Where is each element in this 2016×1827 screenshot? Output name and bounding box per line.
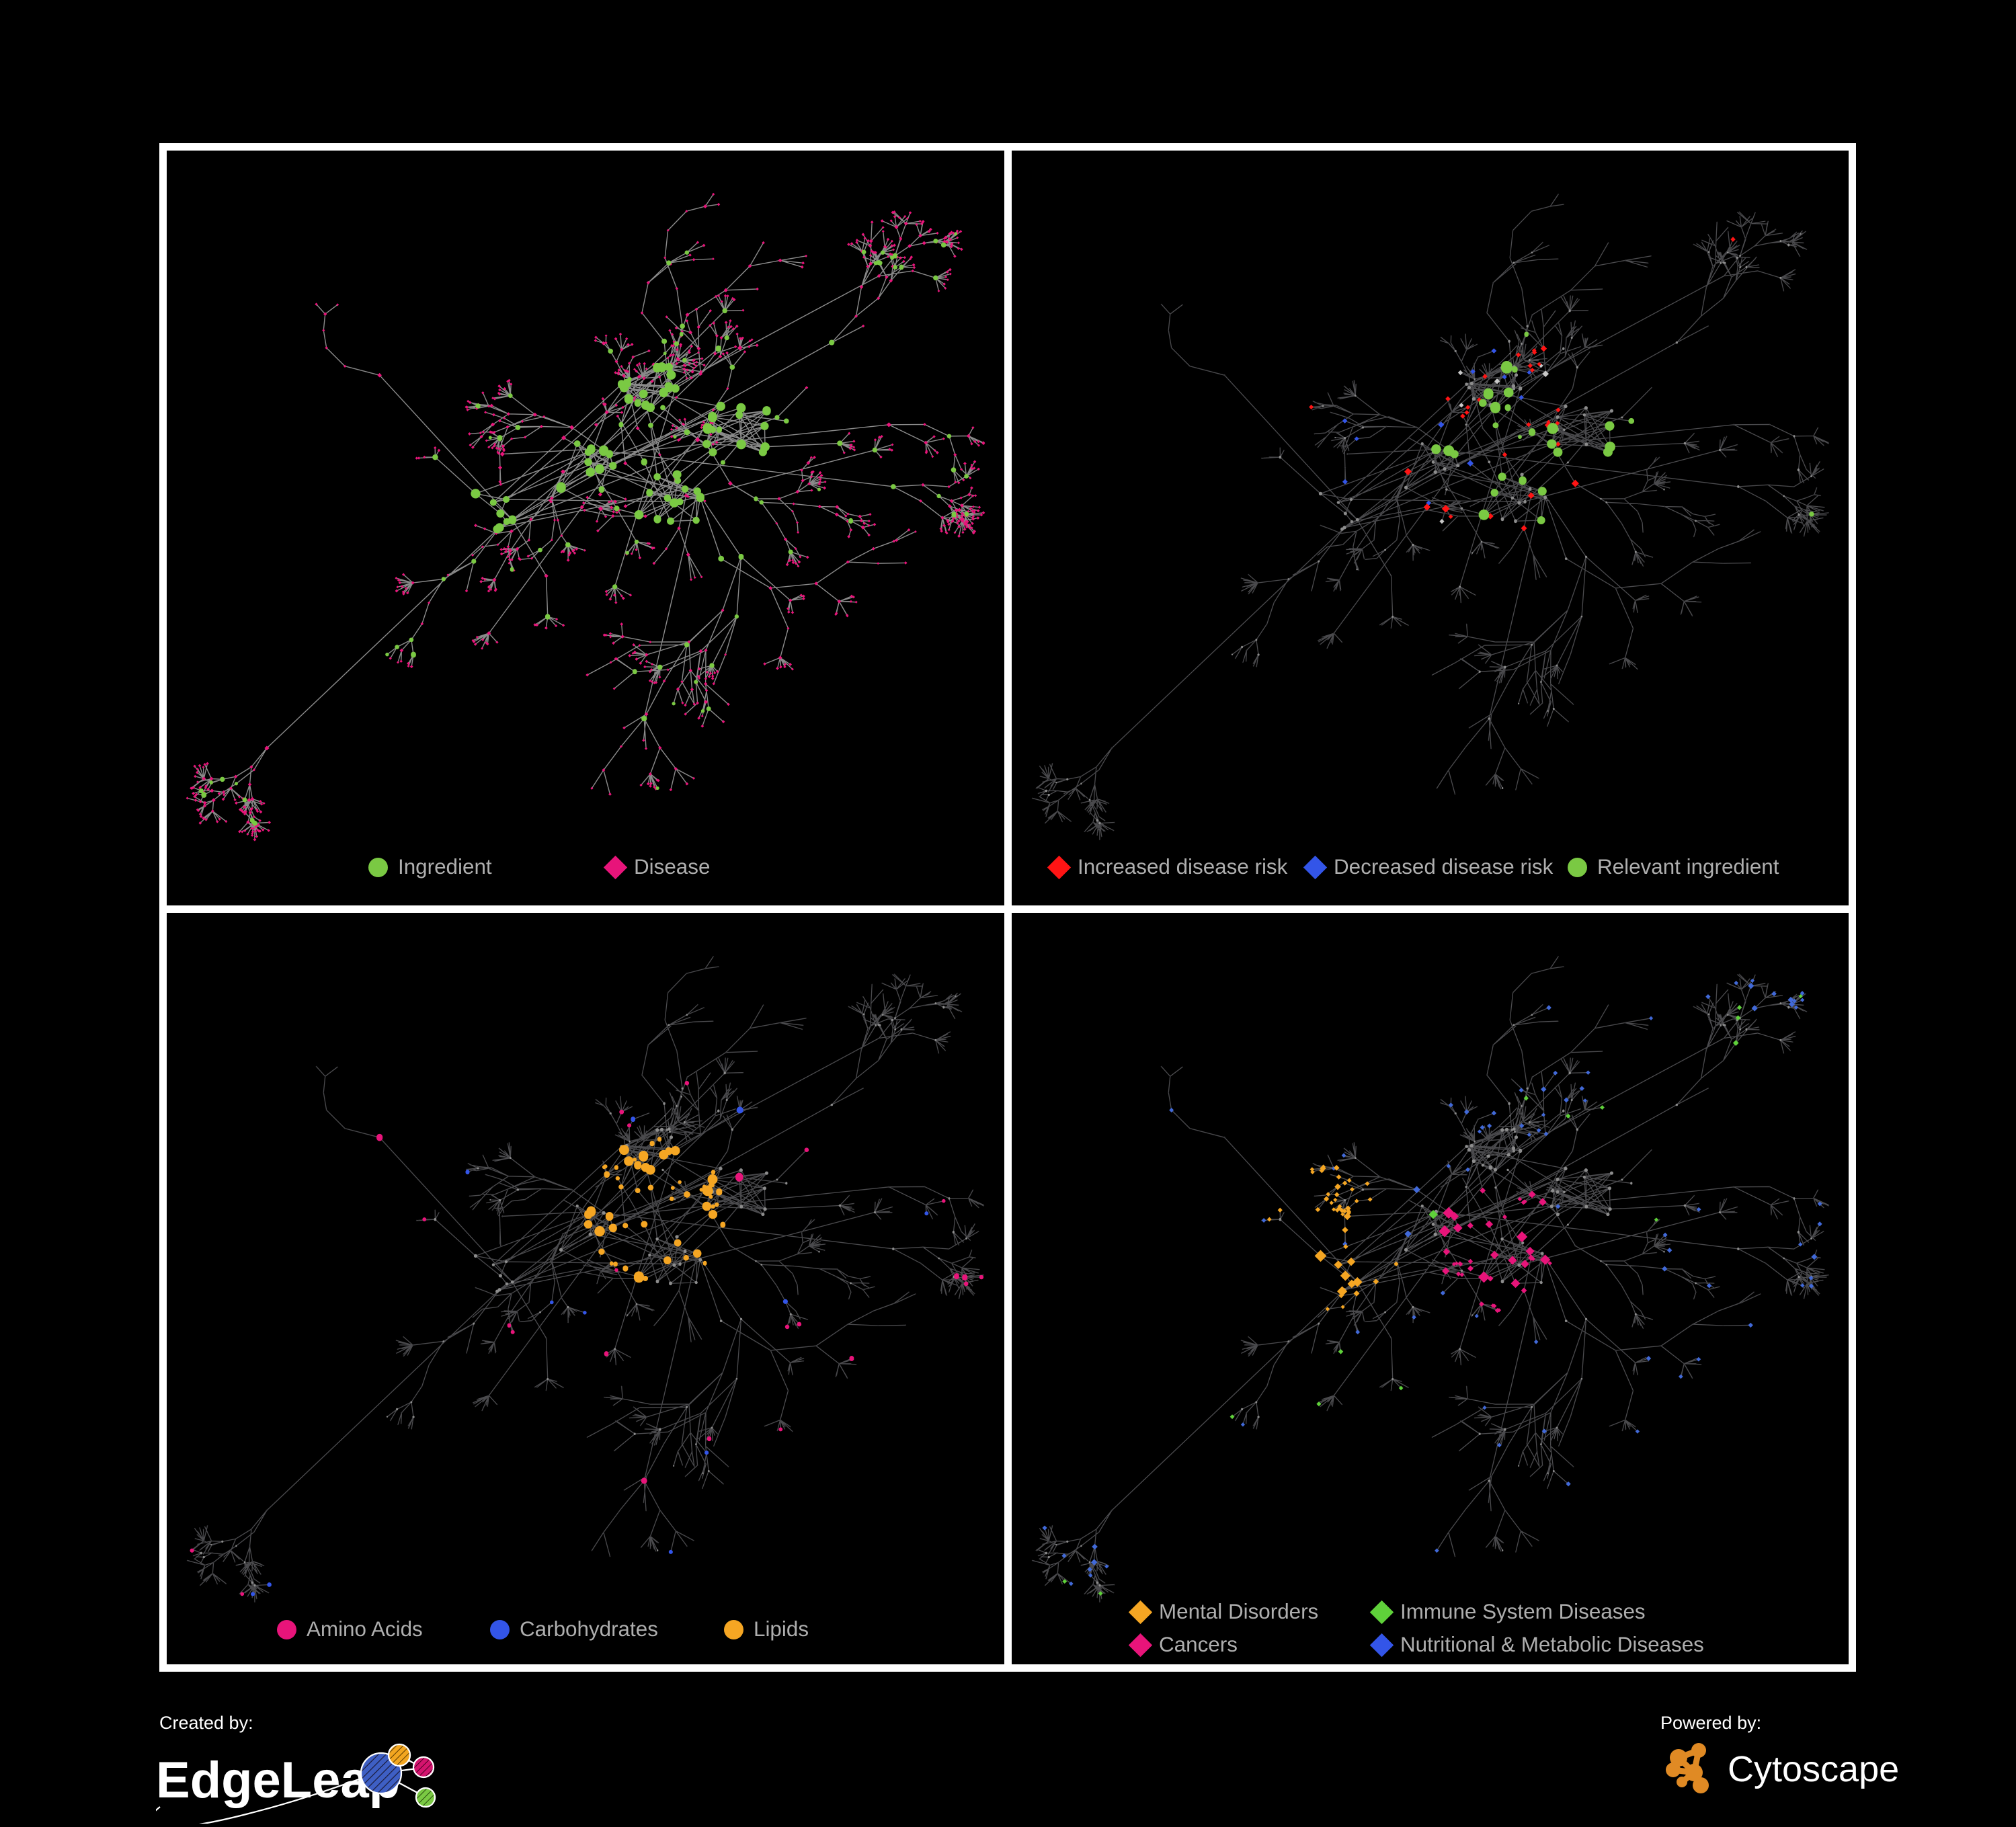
svg-text:Cytoscape: Cytoscape (1728, 1749, 1899, 1789)
